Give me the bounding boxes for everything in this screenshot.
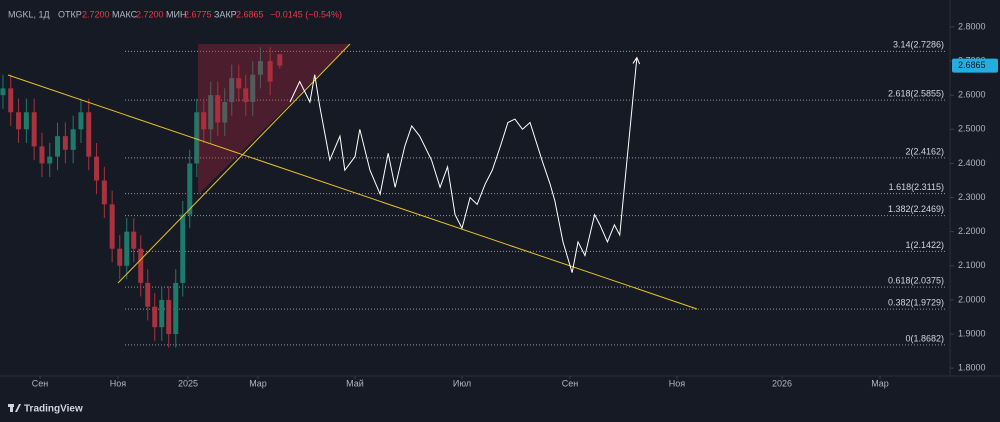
candle-body	[124, 231, 130, 266]
candle-body	[243, 88, 249, 103]
fib-label: 2(2.4162)	[905, 146, 944, 156]
candle-body	[138, 248, 144, 283]
candle-body	[208, 95, 214, 130]
candle-body	[257, 61, 263, 75]
candle-body	[70, 129, 76, 150]
y-tick-label: 2.5000	[958, 124, 986, 134]
y-tick-label: 2.6000	[958, 90, 986, 100]
price-badge	[952, 58, 998, 73]
symbol: MGKL, 1Д	[8, 9, 50, 19]
candle-body	[101, 180, 107, 205]
candle-body	[47, 156, 53, 164]
low-value: 2.6775	[184, 9, 212, 19]
fib-label: 1.618(2.3115)	[889, 182, 944, 192]
candle-body	[215, 95, 221, 123]
candle-body	[267, 61, 273, 82]
x-tick-label: 2026	[772, 378, 792, 388]
candle-body	[55, 136, 61, 157]
projection-line	[289, 57, 638, 273]
close-label: ЗАКР	[214, 9, 237, 19]
candle-body	[222, 102, 228, 123]
y-tick-label: 1.9000	[958, 328, 986, 338]
x-tick-label: 2025	[178, 378, 198, 388]
x-tick-label: Май	[346, 378, 364, 388]
candle-body	[229, 78, 235, 103]
brand: TradingView	[24, 404, 83, 415]
footer: TradingView	[8, 404, 83, 415]
fib-label: 0.382(1.9729)	[888, 298, 944, 308]
candle-body	[201, 112, 207, 130]
x-tick-label: Сен	[562, 378, 579, 388]
high-value: 2.7200	[136, 9, 164, 19]
x-tick-label: Июл	[453, 378, 471, 388]
arrow-head	[632, 56, 641, 65]
trend-line	[117, 43, 351, 284]
x-tick-label: Сен	[32, 378, 49, 388]
open-label: ОТКР	[58, 9, 82, 19]
candle-body	[8, 88, 14, 113]
x-tick-label: Мар	[871, 378, 889, 388]
x-tick-label: Мар	[249, 378, 267, 388]
y-tick-label: 2.2000	[958, 226, 986, 236]
candle-body	[16, 112, 22, 130]
candle-body	[277, 54, 283, 66]
candle-body	[62, 136, 68, 150]
price-badge-label: 2.6865	[958, 60, 986, 70]
y-tick-label: 1.8000	[958, 363, 986, 373]
open-value: 2.7200	[82, 9, 110, 19]
y-tick-label: 2.8000	[958, 21, 986, 31]
high-label: МАКС	[112, 9, 138, 19]
triangle-zone	[198, 44, 350, 195]
candle-body	[23, 112, 29, 130]
candle-body	[0, 88, 6, 96]
candle-body	[187, 163, 193, 215]
candle-body	[39, 146, 45, 164]
close-value: 2.6865	[236, 9, 264, 19]
logo	[15, 404, 21, 412]
candle-body	[94, 156, 100, 181]
y-tick-label: 2.4000	[958, 158, 986, 168]
x-tick-label: Ноя	[110, 378, 127, 388]
fib-label: 0(1.8682)	[905, 333, 944, 343]
x-tick-label: Ноя	[669, 378, 686, 388]
candle-body	[109, 204, 115, 249]
fib-label: 2.618(2.5855)	[888, 89, 944, 99]
y-tick-label: 2.3000	[958, 192, 986, 202]
fib-label: 0.618(2.0375)	[888, 275, 944, 285]
candle-body	[173, 282, 179, 335]
fib-label: 1(2.1422)	[905, 240, 944, 250]
candle-body	[152, 306, 158, 328]
header: MGKL, 1Д ОТКР 2.7200 МАКС 2.7200 МИН 2.6…	[8, 9, 342, 19]
candle-body	[159, 299, 165, 328]
candle-body	[31, 112, 37, 147]
logo	[10, 404, 13, 412]
candle-body	[86, 112, 92, 157]
candle-body	[180, 214, 186, 283]
candle-body	[78, 112, 84, 130]
y-tick-label: 2.0000	[958, 294, 986, 304]
fib-label: 3.14(2.7286)	[893, 40, 944, 50]
candle-body	[145, 282, 151, 307]
candle-body	[131, 231, 137, 249]
low-label: МИН	[166, 9, 186, 19]
fib-label: 1.382(2.2469)	[888, 204, 944, 214]
y-tick-label: 2.1000	[958, 260, 986, 270]
candle-body	[166, 299, 172, 335]
candle-body	[250, 74, 256, 103]
candle-body	[117, 248, 123, 266]
candle-body	[236, 78, 242, 89]
change: −0.0145 (−0.54%)	[270, 9, 342, 19]
candle-body	[194, 112, 200, 164]
trend-line	[7, 74, 698, 310]
plot-area: 3.14(2.7286) 2.618(2.5855) 2(2.4162) 1.618(…	[0, 40, 945, 348]
